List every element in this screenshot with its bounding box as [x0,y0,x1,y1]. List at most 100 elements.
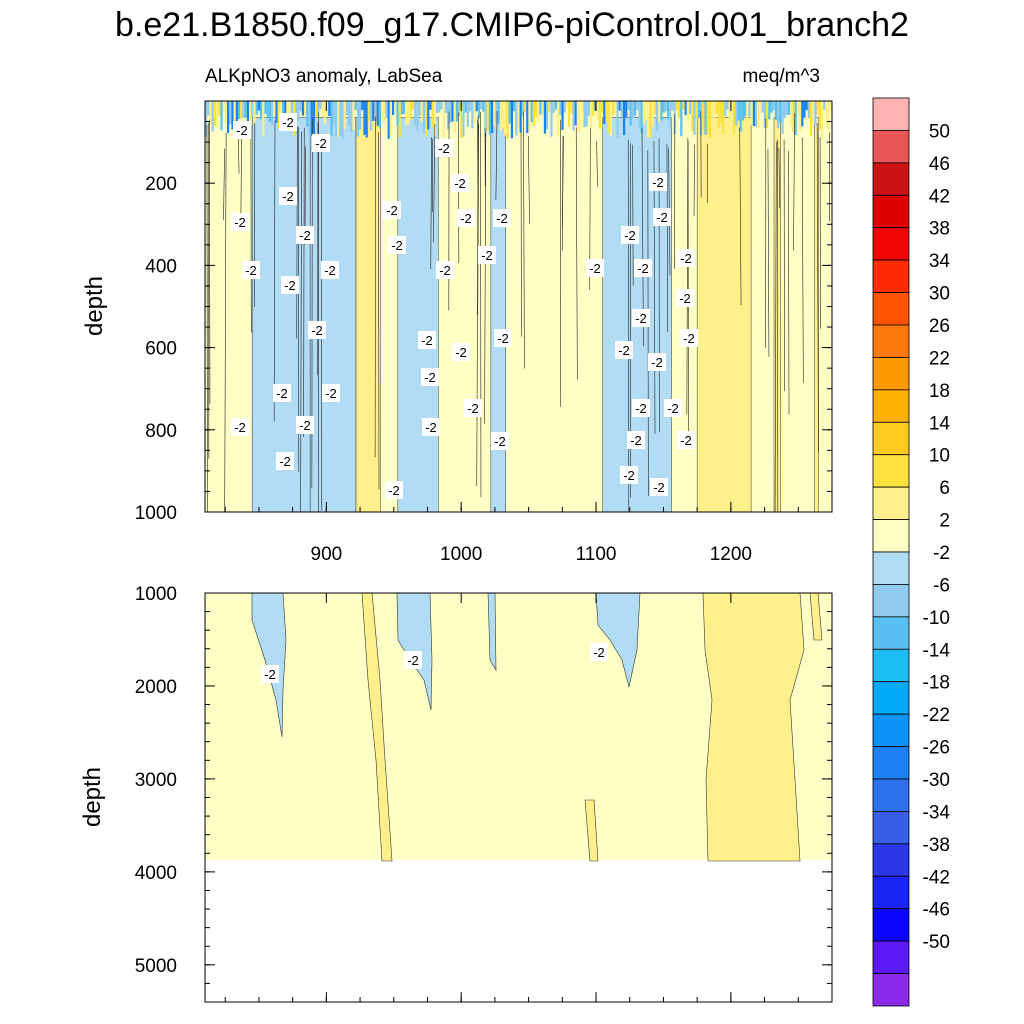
contour-label: -2 [439,263,451,278]
surface-variability [477,101,480,119]
surface-variability [339,101,342,137]
contour-line [374,116,376,458]
surface-variability [235,101,238,137]
surface-variability [301,101,304,116]
contour-label-box [664,399,682,417]
surface-variability [625,101,628,118]
contour-label-box [279,113,297,131]
surface-variability [396,101,399,126]
surface-variability [803,101,806,118]
contour-line [627,139,630,512]
surface-variability [367,101,370,122]
colorbar-swatch [872,811,910,845]
surface-variability [574,101,577,126]
contour-label: -2 [635,401,647,416]
positive-band [696,117,752,512]
y-tick-label: 600 [145,339,177,360]
surface-variability [376,101,379,126]
contour-label-box [653,208,671,226]
colorbar-label: 34 [929,251,951,272]
x-tick-label: 1100 [576,544,617,565]
surface-variability [312,101,315,137]
contour-label-box [620,466,638,484]
negative-band [309,117,357,512]
contour-line [788,150,790,415]
contour-label: -2 [637,261,649,276]
surface-variability [240,101,243,119]
surface-variability [546,101,549,130]
surface-variability [526,101,529,134]
surface-variability [449,101,452,123]
contour-label: -2 [438,141,450,156]
surface-variability [766,101,769,129]
surface-variability [733,101,736,134]
contour-label-box [464,399,482,417]
surface-variability [794,101,797,136]
surface-variability [297,101,300,122]
surface-variability [528,101,531,131]
surface-variability [594,101,597,111]
surface-variability [664,101,667,112]
surface-variability [535,101,538,118]
contour-label-box [261,665,279,683]
y-tick-label: 200 [145,174,177,195]
colorbar-label: -42 [923,867,950,888]
y-tick-label: 2000 [135,677,177,698]
contour-label: -2 [276,386,288,401]
surface-variability [275,101,278,123]
contour-label-box [590,643,608,661]
surface-variability [607,101,610,133]
surface-variability [253,101,256,125]
x-tick-label: 1000 [440,544,482,565]
contour-label: -2 [460,211,472,226]
contour-label-box [231,418,249,436]
surface-variability [623,101,626,136]
y-axis-label: depth [81,276,108,336]
surface-variability [662,101,665,113]
surface-variability [469,101,472,112]
contour-label-box [676,289,694,307]
surface-variability [715,101,718,114]
surface-variability [231,101,234,130]
colorbar-label: 38 [929,219,950,240]
surface-variability [319,101,322,110]
surface-variability [271,101,274,125]
colorbar-label: 42 [929,186,950,207]
contour-label-box [383,201,401,219]
surface-variability [378,101,381,128]
surface-variability [315,101,318,118]
contour-line [476,116,479,486]
surface-variability [251,101,254,118]
colorbar-swatch [872,681,910,715]
surface-variability [825,101,828,125]
surface-variability [262,101,265,137]
negative-band [490,117,506,512]
surface-variability [510,101,513,139]
surface-variability [460,101,463,139]
surface-variability [739,101,742,132]
contour-label-box [388,236,406,254]
surface-variability [772,101,775,111]
surface-variability [493,101,496,127]
surface-variability [328,101,331,117]
surface-variability [781,101,784,135]
surface-variability [667,101,670,120]
contour-label-box [632,309,650,327]
surface-variability [466,101,469,128]
surface-variability [363,101,366,135]
surface-variability [464,101,467,113]
x-tick-label: 900 [311,544,343,565]
colorbar-label: 18 [929,381,950,402]
contour-label: -2 [311,323,323,338]
surface-variability [341,101,344,139]
surface-variability [374,101,377,122]
contour-label: -2 [683,331,695,346]
surface-variability [812,101,815,126]
surface-variability [609,101,612,137]
surface-variability [759,101,762,114]
surface-variability [403,101,406,114]
colorbar-label: -2 [933,543,950,564]
surface-variability [484,101,487,137]
x-tick-label: 1200 [710,544,752,565]
surface-variability [425,101,428,137]
